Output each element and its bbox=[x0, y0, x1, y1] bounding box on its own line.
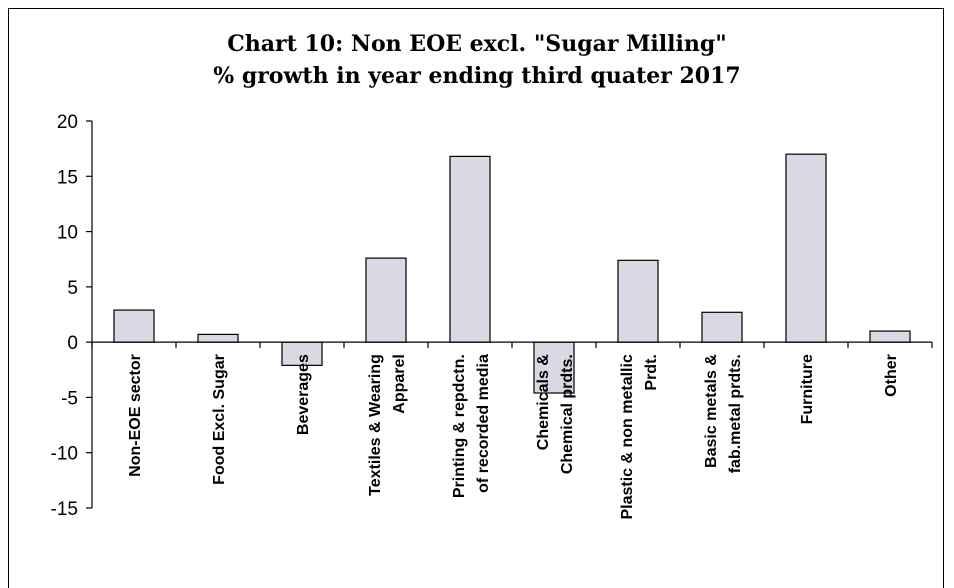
category-label: Printing & repdctn. bbox=[451, 354, 468, 498]
bar bbox=[785, 153, 827, 343]
category-label: of recorded media bbox=[475, 354, 492, 493]
category-label: Basic metals & bbox=[703, 354, 720, 468]
category-label: Furniture bbox=[799, 354, 816, 424]
category-labels: Non-EOE sector Food Excl. Sugar Beverages T… bbox=[127, 354, 900, 520]
category-label: Chemicals & bbox=[535, 354, 552, 450]
chart-title-line-2: % growth in year ending third quater 201… bbox=[213, 63, 741, 89]
y-tick-label: 0 bbox=[67, 333, 78, 354]
category-label: Beverages bbox=[295, 354, 312, 435]
bar bbox=[113, 309, 155, 343]
bar bbox=[869, 330, 911, 343]
x-axis bbox=[91, 341, 933, 349]
y-tick-label: 20 bbox=[57, 112, 78, 133]
bar bbox=[449, 155, 491, 343]
chart-frame bbox=[8, 8, 944, 588]
category-label: Non-EOE sector bbox=[127, 354, 144, 477]
bar bbox=[701, 311, 743, 343]
bars bbox=[113, 153, 911, 394]
category-label: Apparel bbox=[391, 354, 408, 414]
category-label: Textiles & Wearing bbox=[367, 354, 384, 496]
category-label: Other bbox=[883, 354, 900, 397]
chart-title-line-1: Chart 10: Non EOE excl. "Sugar Milling" bbox=[227, 31, 727, 57]
chart-title: Chart 10: Non EOE excl. "Sugar Milling" … bbox=[0, 28, 954, 92]
y-tick-label: -5 bbox=[61, 388, 78, 409]
category-label: Chemical prdts. bbox=[559, 354, 576, 474]
bar bbox=[365, 257, 407, 343]
category-label: Plastic & non metallic bbox=[619, 354, 636, 519]
y-tick-label: 15 bbox=[57, 167, 78, 188]
y-axis: 20 15 10 5 0 -5 -10 -15 bbox=[51, 112, 93, 520]
y-tick-label: 10 bbox=[57, 223, 78, 244]
category-label: fab.metal prdts. bbox=[727, 354, 744, 473]
category-label: Prdt. bbox=[643, 354, 660, 390]
bar bbox=[197, 333, 239, 343]
bar bbox=[617, 259, 659, 343]
category-label: Food Excl. Sugar bbox=[211, 354, 228, 485]
y-tick-label: -10 bbox=[51, 444, 78, 465]
y-tick-label: 5 bbox=[67, 278, 78, 299]
y-tick-label: -15 bbox=[51, 499, 78, 520]
